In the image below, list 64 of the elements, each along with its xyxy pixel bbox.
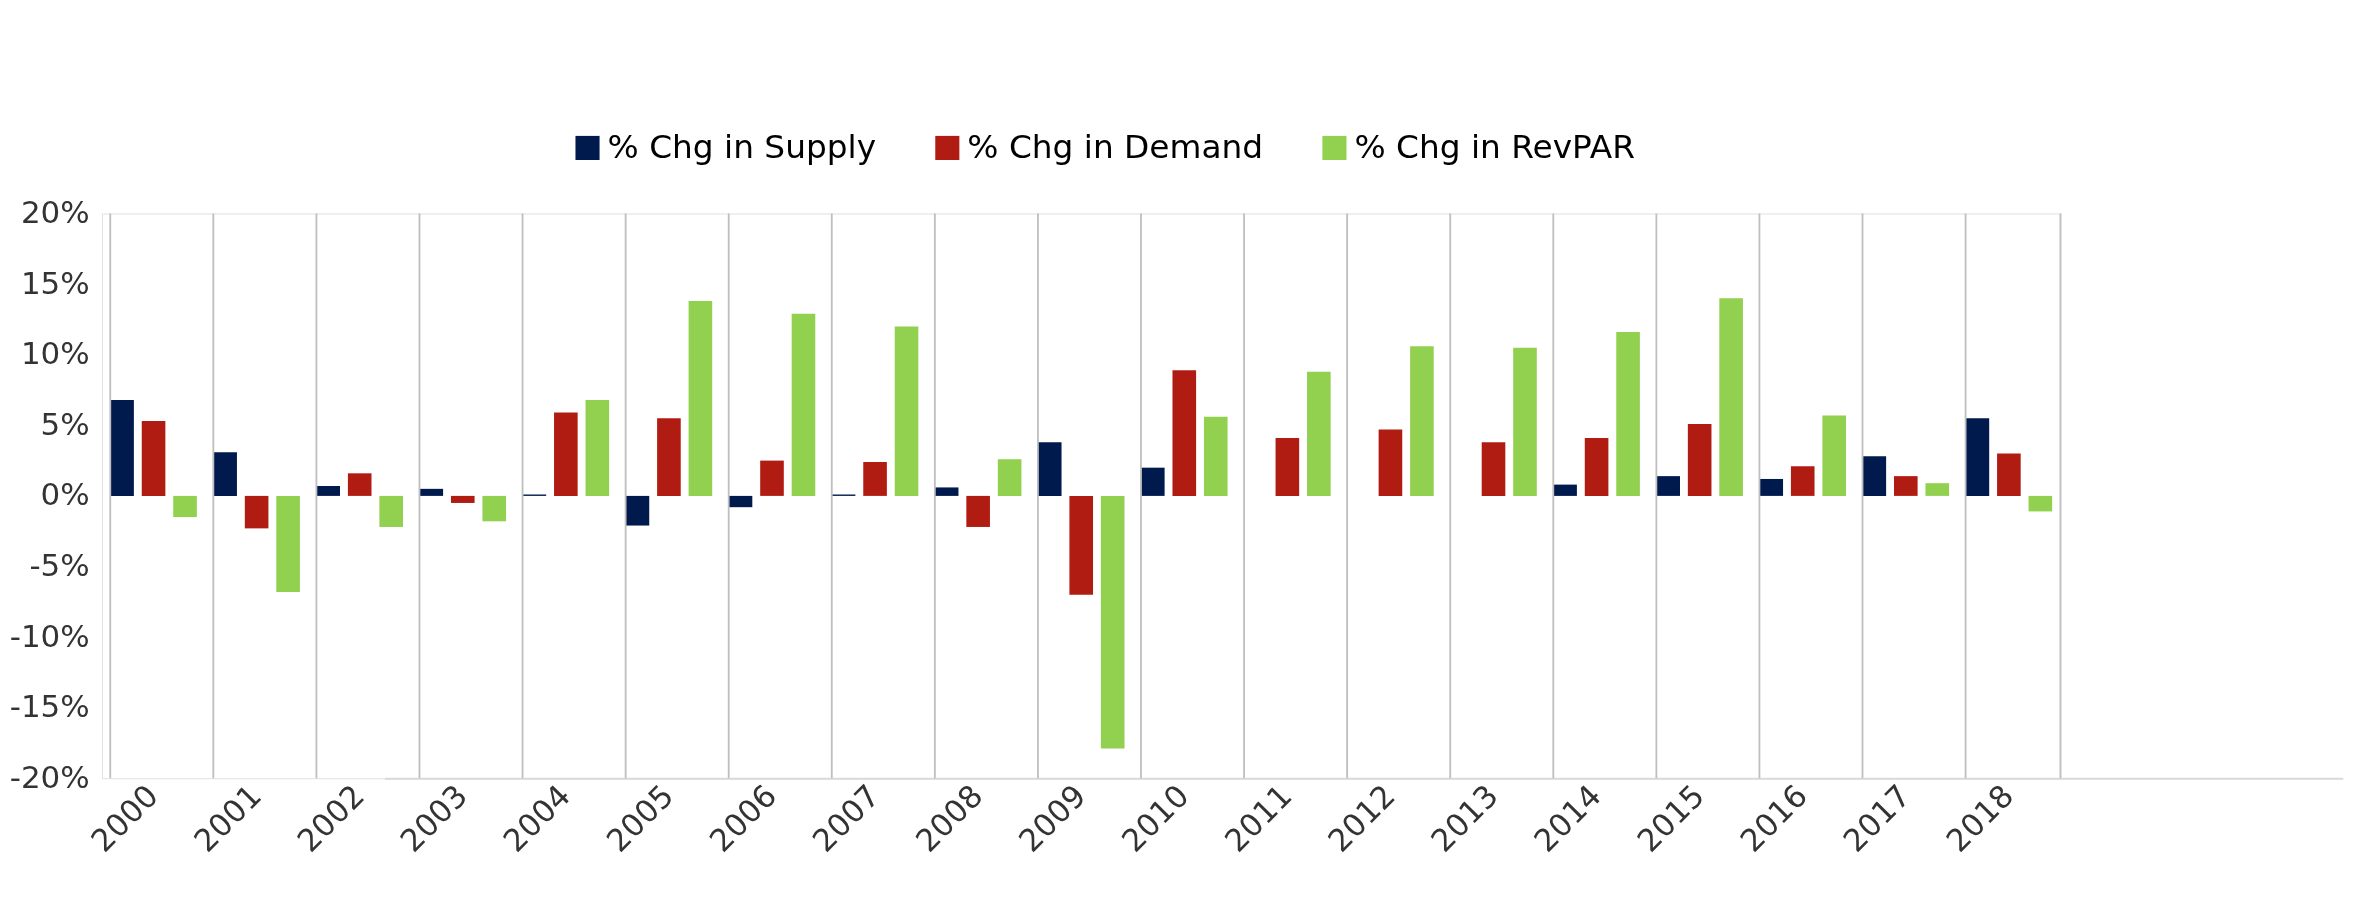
- bar: [1203, 416, 1228, 496]
- y-tick-label: -20%: [9, 758, 90, 795]
- bar: [1141, 467, 1165, 496]
- bar: [482, 495, 507, 522]
- bar: [1410, 346, 1434, 496]
- y-tick-label: -5%: [29, 547, 90, 584]
- legend-label: % Chg in Supply: [607, 127, 877, 166]
- bar: [997, 459, 1022, 496]
- bar: [276, 495, 300, 592]
- bar: [2028, 495, 2053, 512]
- bar: [1925, 483, 1950, 496]
- bar: [1553, 484, 1577, 496]
- bar: [1997, 453, 2021, 496]
- bar: [347, 473, 372, 496]
- bar: [1069, 495, 1094, 595]
- bar: [760, 460, 784, 496]
- y-tick-label: -15%: [9, 688, 90, 725]
- bar: [1275, 438, 1300, 496]
- bar: [1656, 476, 1680, 496]
- bar: [657, 418, 681, 496]
- bar: [791, 313, 816, 496]
- y-tick-label: 0%: [40, 476, 90, 513]
- bar: [1965, 418, 1990, 496]
- bar: [1172, 370, 1197, 496]
- bar: [728, 495, 753, 508]
- bar: [1307, 371, 1331, 496]
- bar: [585, 399, 610, 496]
- bar: [1584, 438, 1609, 496]
- legend-label: % Chg in Demand: [967, 127, 1264, 166]
- bar: [213, 452, 237, 496]
- bar: [316, 486, 341, 496]
- bar: [554, 412, 578, 496]
- bar: [1513, 347, 1537, 496]
- bar: [966, 495, 990, 527]
- bar: [173, 495, 197, 518]
- bar: [1378, 429, 1403, 496]
- bar: [1616, 332, 1640, 496]
- bar: [419, 488, 444, 496]
- bar: [1687, 423, 1712, 496]
- y-tick-label: 15%: [20, 264, 90, 301]
- bar: [450, 495, 475, 503]
- y-tick-label: 20%: [20, 194, 90, 231]
- bar: [1037, 442, 1062, 496]
- bar: [244, 495, 269, 529]
- bar: [1100, 495, 1125, 749]
- legend-label: % Chg in RevPAR: [1354, 127, 1635, 166]
- bar: [1790, 466, 1815, 496]
- bar: [1893, 476, 1918, 496]
- bar: [863, 462, 887, 496]
- bar: [379, 495, 403, 527]
- bar: [1481, 442, 1506, 496]
- bar: [1719, 298, 1743, 496]
- bar: [625, 495, 650, 526]
- y-tick-label: 10%: [20, 335, 90, 372]
- bar: [934, 487, 959, 496]
- bar: [110, 399, 134, 496]
- bar: [141, 421, 166, 496]
- bar: [1822, 415, 1847, 496]
- y-tick-label: 5%: [40, 405, 90, 442]
- y-tick-label: -10%: [9, 617, 90, 654]
- bar: [688, 301, 713, 496]
- bar: [894, 326, 919, 496]
- bar: [1759, 478, 1784, 496]
- bar: [1862, 456, 1887, 496]
